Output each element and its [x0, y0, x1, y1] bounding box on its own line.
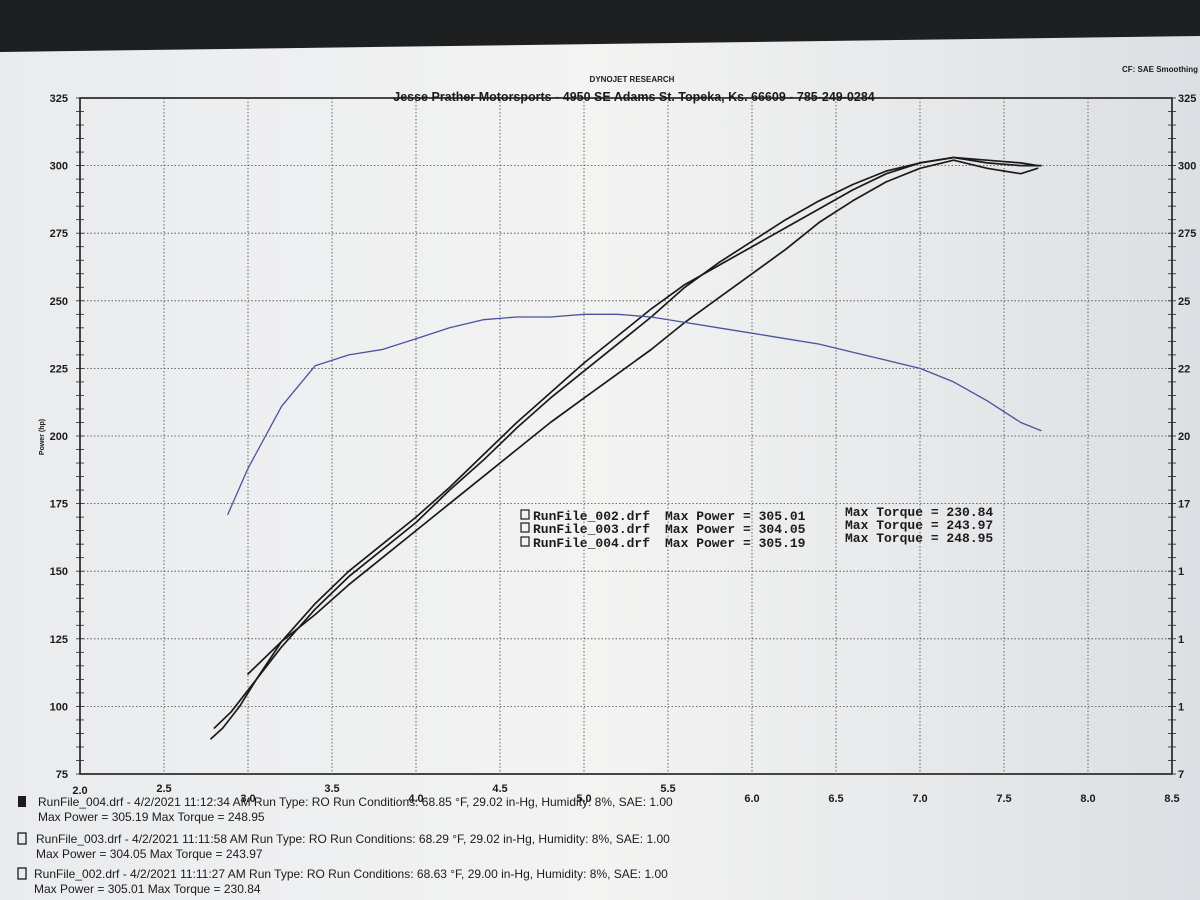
legend-marker-icon — [520, 509, 530, 520]
legend-power: Max Power = 305.19 — [665, 536, 806, 551]
y-tick-label: 325 — [50, 93, 68, 105]
run-marker-icon — [17, 832, 27, 845]
y-axis-ticks: 75 100 125 150 175 200 225 250 275 300 325 — [50, 93, 68, 781]
right-y-tick-label: 300 — [1178, 161, 1196, 173]
right-y-tick-label: 275 — [1178, 228, 1196, 240]
legend-torque: Max Torque = 243.97 — [845, 518, 993, 533]
power-line-RunFile_002.drf — [247, 159, 1039, 675]
run-info-max: Max Power = 305.01 Max Torque = 230.84 — [34, 882, 261, 896]
legend-power: Max Power = 305.01 — [665, 509, 806, 524]
right-y-tick-label: 325 — [1178, 93, 1196, 105]
run-info-002: RunFile_002.drf - 4/2/2021 11:11:27 AM R… — [17, 867, 668, 896]
x-tick-label: 8.5 — [1164, 793, 1179, 805]
x-tick-label: 4.5 — [492, 783, 507, 795]
right-y-tick-label: 1 — [1178, 634, 1184, 646]
y-tick-label: 75 — [56, 769, 68, 781]
right-y-tick-label: 1 — [1178, 701, 1184, 713]
x-tick-label: 6.0 — [744, 793, 759, 805]
right-y-tick-label: 20 — [1178, 431, 1190, 443]
series-lines — [210, 156, 1042, 740]
torque-line-RunFile_004.drf — [227, 313, 1042, 516]
right-y-axis-ticks: 7 1 1 1 17 20 22 25 275 300 325 — [1178, 93, 1196, 781]
y-tick-label: 200 — [50, 431, 68, 443]
run-marker-icon — [18, 796, 26, 807]
run-info-max: Max Power = 304.05 Max Torque = 243.97 — [36, 847, 263, 861]
y-tick-label: 225 — [50, 363, 68, 375]
legend-entry-run-004: RunFile_004.drf Max Power = 305.19 Max T… — [520, 531, 993, 551]
legend-torque: Max Torque = 248.95 — [845, 531, 993, 546]
grid-lines — [76, 97, 1176, 775]
legend-power: Max Power = 304.05 — [665, 522, 806, 537]
x-tick-label: 3.0 — [240, 793, 255, 805]
y-tick-label: 250 — [50, 296, 68, 308]
y-tick-label: 100 — [50, 701, 68, 713]
run-info-footer: RunFile_004.drf - 4/2/2021 11:12:34 AM R… — [17, 795, 673, 896]
x-tick-label: 7.5 — [996, 793, 1011, 805]
company-name: DYNOJET RESEARCH — [590, 75, 675, 84]
legend: RunFile_002.drf Max Power = 305.01 Max T… — [520, 505, 993, 551]
run-info-line: RunFile_004.drf - 4/2/2021 11:12:34 AM R… — [38, 795, 673, 809]
y-axis-label: Power (hp) — [39, 419, 46, 455]
right-y-tick-label: 1 — [1178, 566, 1184, 578]
right-y-tick-label: 17 — [1178, 499, 1190, 511]
right-y-tick-label: 22 — [1178, 363, 1190, 375]
run-info-003: RunFile_003.drf - 4/2/2021 11:11:58 AM R… — [17, 832, 670, 861]
x-tick-label: 2.5 — [156, 783, 171, 795]
y-tick-label: 300 — [50, 161, 68, 173]
legend-entry-run-002: RunFile_002.drf Max Power = 305.01 Max T… — [520, 505, 993, 524]
x-tick-label: 5.0 — [576, 793, 591, 805]
right-y-tick-label: 25 — [1178, 296, 1190, 308]
run-info-max: Max Power = 305.19 Max Torque = 248.95 — [38, 810, 265, 824]
run-info-line: RunFile_003.drf - 4/2/2021 11:11:58 AM R… — [36, 832, 670, 846]
x-tick-label: 8.0 — [1080, 793, 1095, 805]
legend-marker-icon — [520, 536, 530, 547]
shop-info-line: Jesse Prather Motorsports - 4950 SE Adam… — [393, 90, 875, 104]
power-line-RunFile_004.drf — [210, 156, 1042, 740]
run-info-004: RunFile_004.drf - 4/2/2021 11:12:34 AM R… — [18, 795, 673, 824]
x-tick-label: 3.5 — [324, 783, 339, 795]
legend-file: RunFile_003.drf — [533, 522, 650, 537]
x-tick-label: 2.0 — [72, 785, 87, 797]
y-tick-label: 275 — [50, 228, 68, 240]
x-tick-label: 4.0 — [408, 793, 423, 805]
correction-factor-note: CF: SAE Smoothing — [1122, 65, 1198, 74]
y-tick-label: 175 — [50, 499, 68, 511]
run-info-line: RunFile_002.drf - 4/2/2021 11:11:27 AM R… — [34, 867, 668, 881]
x-tick-label: 6.5 — [828, 793, 843, 805]
legend-marker-icon — [520, 522, 530, 533]
y-tick-label: 125 — [50, 634, 68, 646]
paper — [0, 36, 1200, 900]
x-tick-label: 5.5 — [660, 783, 675, 795]
x-axis-ticks: 2.0 2.5 3.0 3.5 4.0 4.5 5.0 5.5 6.0 6.5 7.0 7.5 8.0 8… — [72, 783, 1179, 805]
legend-file: RunFile_004.drf — [533, 536, 650, 551]
legend-torque: Max Torque = 230.84 — [845, 505, 993, 520]
run-marker-icon — [17, 867, 27, 880]
legend-file: RunFile_002.drf — [533, 509, 650, 524]
power-line-RunFile_003.drf — [213, 156, 1039, 729]
y-tick-label: 150 — [50, 566, 68, 578]
right-y-tick-label: 7 — [1178, 769, 1184, 781]
x-tick-label: 7.0 — [912, 793, 927, 805]
legend-entry-run-003: RunFile_003.drf Max Power = 304.05 Max T… — [520, 518, 993, 537]
